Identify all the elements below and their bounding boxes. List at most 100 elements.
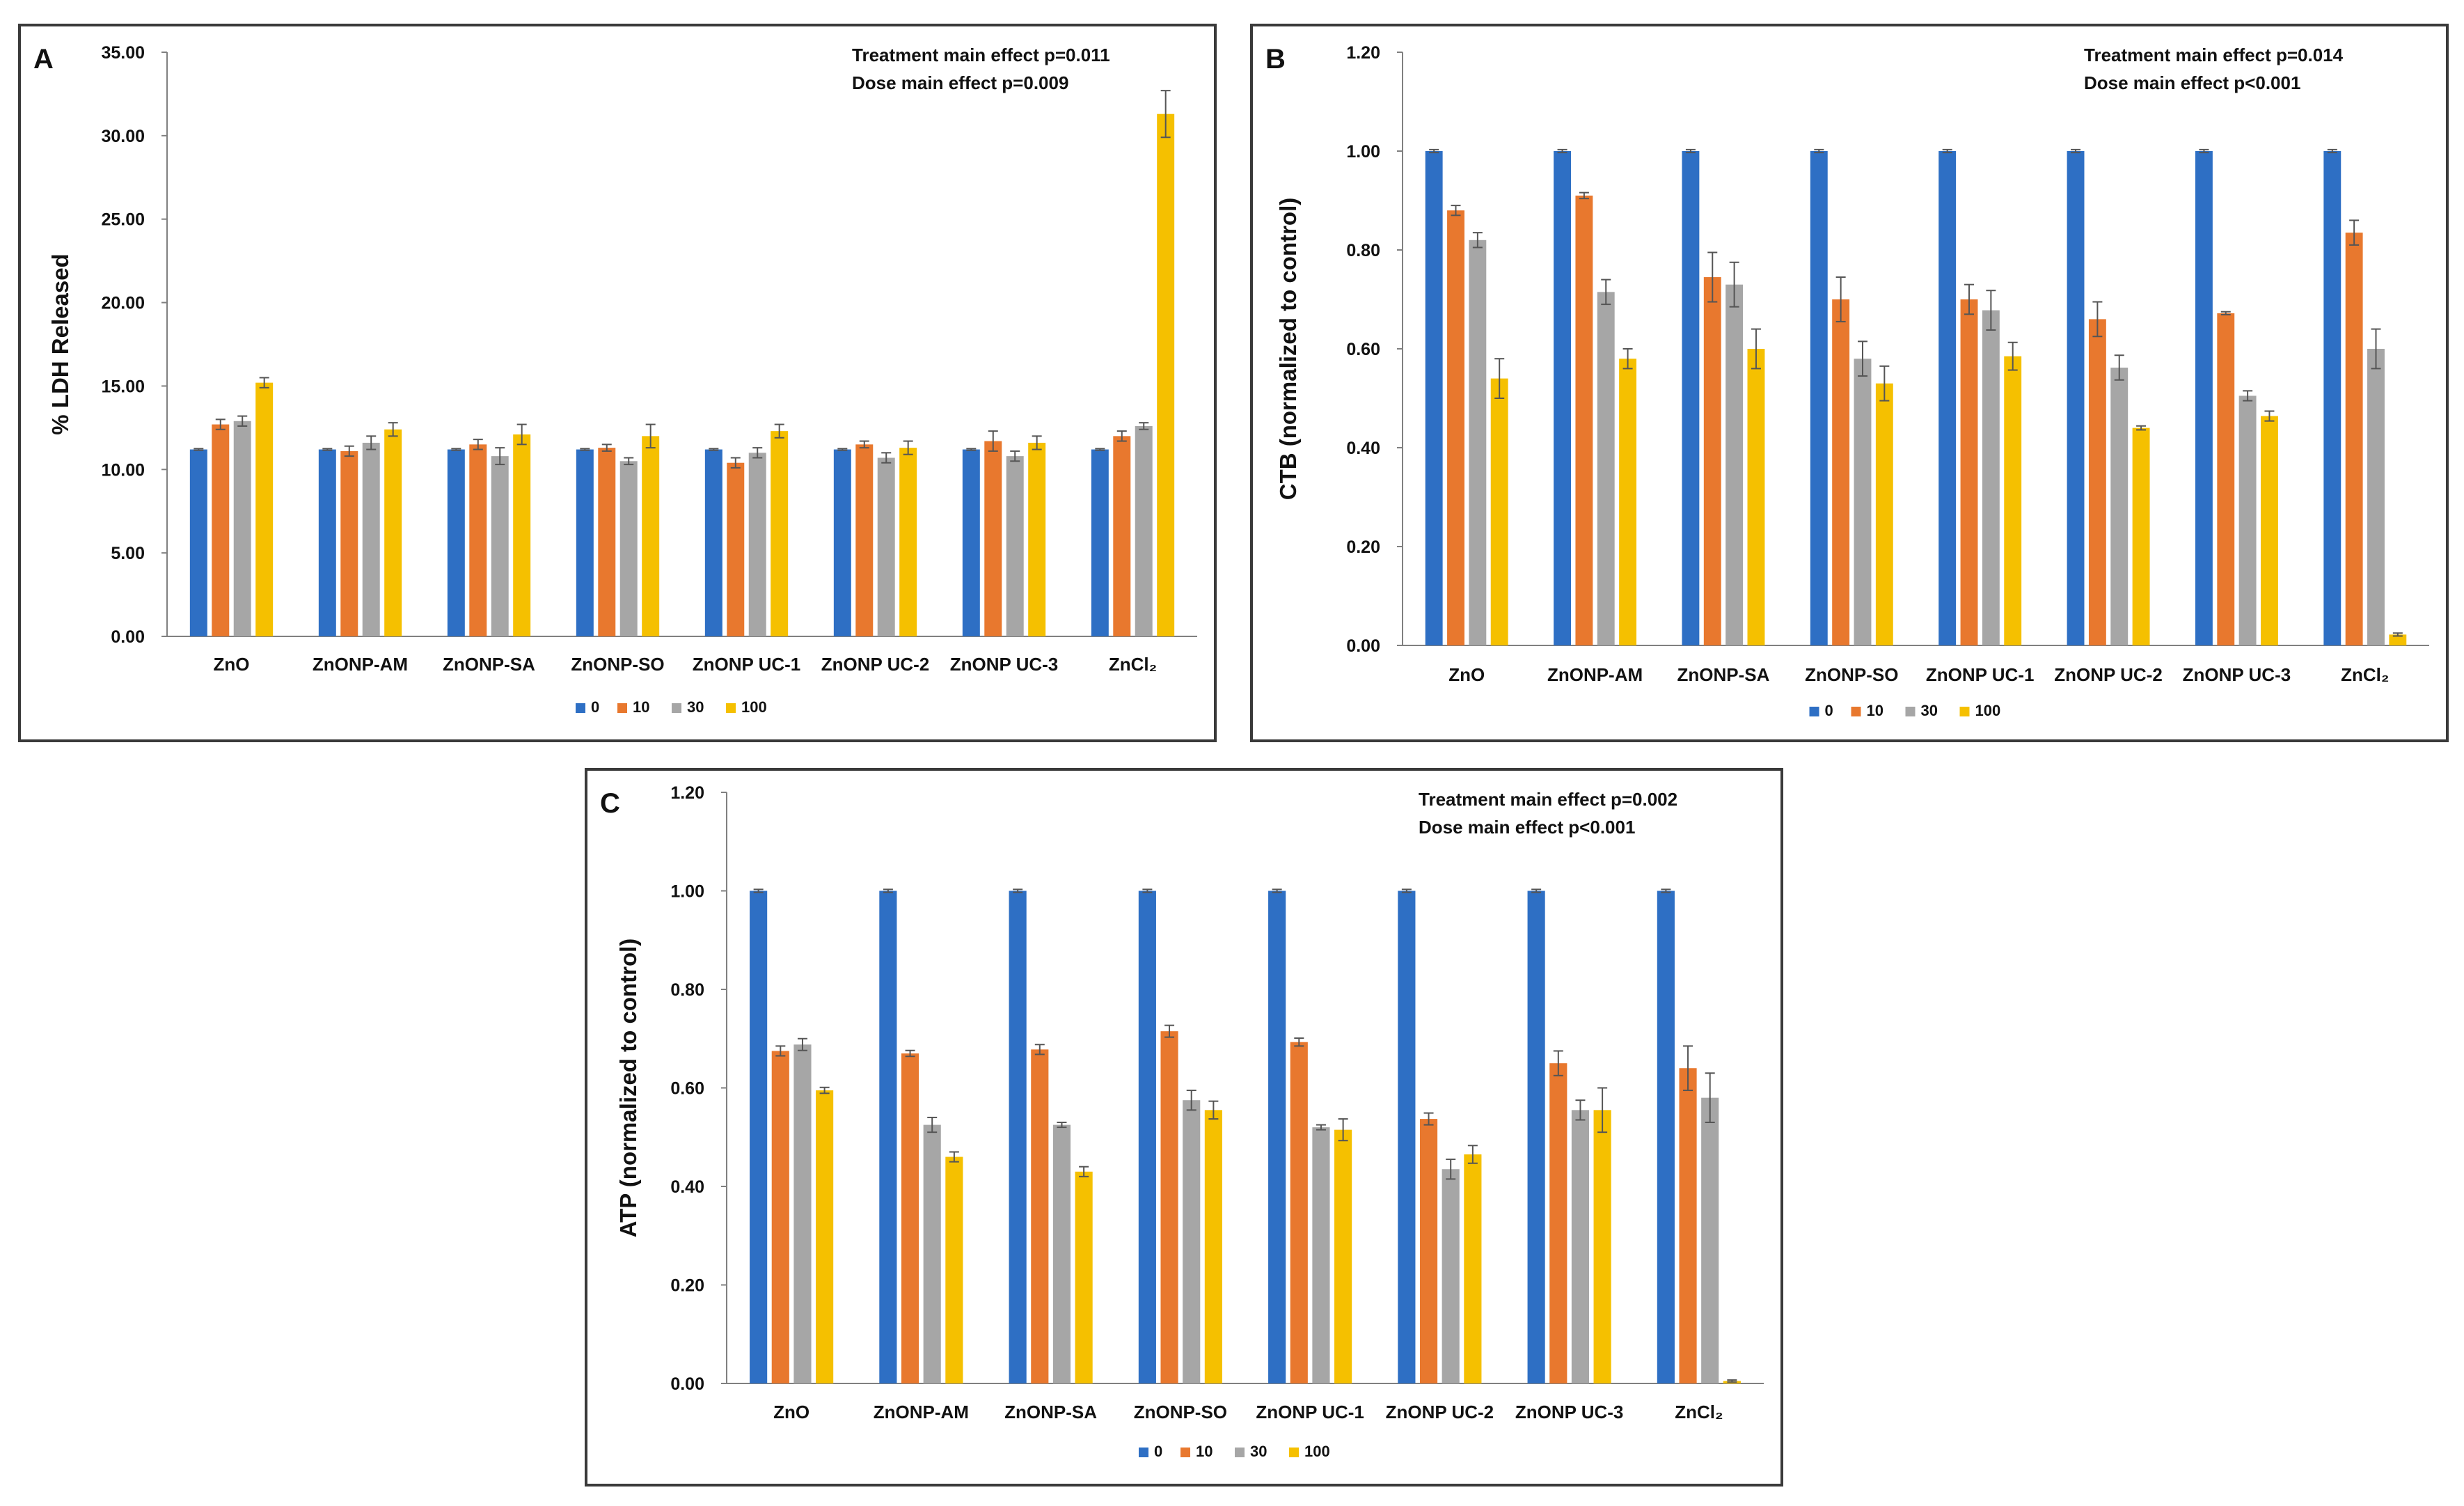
bar-0 [704,449,722,636]
bar-100 [899,448,917,636]
bar-30 [2367,349,2385,645]
legend-swatch-0 [1809,707,1819,716]
legend-swatch-30 [1905,707,1916,716]
bar-30 [233,421,251,636]
bar-100 [2132,428,2150,645]
bar-0 [2067,151,2085,645]
bar-30 [1135,425,1153,636]
bar-100 [642,436,660,636]
legend-swatch-10 [1851,707,1861,716]
bar-0 [833,449,851,636]
bar-30 [1725,284,1744,645]
bar-100 [771,431,789,636]
category-label: ZnONP-SO [1134,1402,1227,1422]
bar-100 [255,382,274,636]
legend-label: 0 [1825,702,1833,719]
y-tick-label: 5.00 [111,544,145,563]
bar-0 [962,449,980,636]
bar-10 [1960,299,1978,645]
y-tick-label: 0.80 [670,980,704,1000]
bar-10 [1549,1063,1567,1383]
bar-10 [1419,1119,1438,1383]
category-label: ZnO [214,654,250,675]
bar-100 [1028,442,1046,636]
bar-30 [1183,1100,1201,1383]
legend-swatch-100 [1289,1448,1299,1457]
y-tick-label: 0.60 [1346,340,1380,359]
category-label: ZnCl₂ [1675,1402,1723,1422]
bar-30 [362,442,380,636]
category-label: ZnONP UC-2 [821,654,930,675]
bar-30 [1854,359,1872,645]
bar-100 [1075,1171,1093,1383]
category-label: ZnONP-SO [571,654,664,675]
bar-30 [748,453,766,636]
y-tick-label: 0.20 [1346,538,1380,557]
y-tick-label: 0.40 [670,1177,704,1197]
bar-10 [1447,210,1464,645]
bar-100 [1619,359,1637,645]
legend-label: 100 [741,698,767,716]
category-label: ZnONP-AM [313,654,408,675]
bar-0 [1138,891,1156,1383]
stats-annotation: Treatment main effect p=0.011 [852,45,1110,65]
bar-10 [1575,195,1593,645]
bar-0 [189,449,207,636]
bar-30 [1982,310,2000,645]
category-label: ZnONP UC-2 [1386,1402,1494,1422]
bar-100 [1593,1110,1611,1383]
bar-10 [1290,1042,1308,1383]
bar-10 [1113,436,1131,636]
category-label: ZnONP UC-2 [2054,664,2163,685]
stats-annotation: Dose main effect p<0.001 [1419,817,1635,838]
category-label: ZnONP-SA [1004,1402,1097,1422]
bar-30 [1052,1124,1071,1383]
y-tick-label: 1.00 [670,882,704,902]
y-tick-label: 10.00 [101,460,145,480]
y-tick-label: 0.80 [1346,241,1380,260]
category-label: ZnONP UC-1 [1926,664,2035,685]
panel-c-atp-chart: C 0.00 0.20 0.40 0.60 0.80 1.00 1.20 ATP (normal… [585,768,1783,1487]
y-tick-label: 1.00 [1346,142,1380,162]
bar-30 [1442,1169,1460,1383]
legend-label: 30 [1250,1443,1267,1460]
legend-label: 10 [1867,702,1883,719]
category-label: ZnONP-SA [443,654,535,675]
bar-10 [727,462,745,636]
bar-0 [1398,891,1416,1383]
bar-30 [1312,1127,1330,1383]
legend-label: 100 [1975,702,2001,719]
bar-0 [1527,891,1545,1383]
bar-10 [1832,299,1850,645]
stats-annotation: Dose main effect p=0.009 [852,72,1068,93]
category-label: ZnONP UC-3 [2183,664,2291,685]
bar-0 [1938,151,1957,645]
category-label: ZnONP-AM [874,1402,969,1422]
category-label: ZnONP UC-3 [950,654,1059,675]
legend-swatch-30 [672,703,681,713]
bar-10 [1031,1049,1049,1383]
bar-10 [1160,1031,1178,1383]
category-label: ZnONP UC-1 [693,654,801,675]
bar-100 [1490,378,1508,645]
bar-30 [491,456,509,636]
legend-swatch-0 [576,703,585,713]
bar-0 [1554,151,1571,645]
bar-0 [318,449,336,636]
bar-100 [1334,1129,1352,1383]
y-tick-label: 0.20 [670,1276,704,1296]
bar-0 [2195,151,2213,645]
category-label: ZnONP-SO [1805,664,1898,685]
bar-0 [576,449,594,636]
legend-label: 10 [1196,1443,1213,1460]
bar-30 [1006,456,1024,636]
y-tick-label: 0.00 [670,1374,704,1394]
bar-30 [1701,1097,1719,1383]
y-tick-label: 1.20 [1346,43,1380,63]
panel-label: B [1265,44,1286,74]
category-label: ZnO [773,1402,810,1422]
y-tick-label: 1.20 [670,783,704,803]
bar-30 [619,461,638,636]
bar-30 [2110,367,2129,645]
bar-100 [816,1090,834,1383]
